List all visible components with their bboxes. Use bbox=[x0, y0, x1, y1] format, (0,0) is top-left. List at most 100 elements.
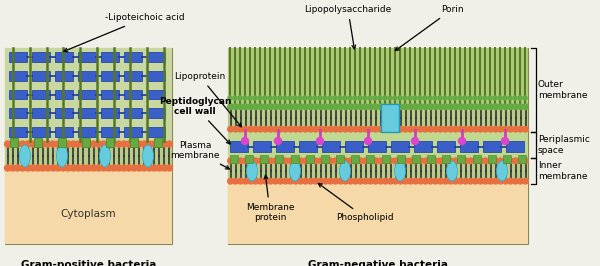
Circle shape bbox=[278, 126, 283, 132]
Bar bbox=[414, 141, 432, 152]
Circle shape bbox=[228, 178, 233, 184]
Circle shape bbox=[508, 178, 513, 184]
Bar bbox=[34, 138, 42, 147]
Circle shape bbox=[398, 158, 403, 164]
Bar bbox=[147, 71, 165, 81]
Circle shape bbox=[518, 96, 522, 100]
Bar bbox=[457, 155, 466, 163]
Circle shape bbox=[363, 96, 367, 100]
Circle shape bbox=[443, 126, 448, 132]
Circle shape bbox=[498, 158, 503, 164]
Circle shape bbox=[378, 158, 383, 164]
Bar bbox=[488, 155, 496, 163]
Text: Peptidoglycan
cell wall: Peptidoglycan cell wall bbox=[159, 97, 231, 144]
Circle shape bbox=[523, 158, 528, 164]
Circle shape bbox=[136, 165, 142, 171]
Circle shape bbox=[428, 126, 433, 132]
Ellipse shape bbox=[446, 161, 458, 181]
Circle shape bbox=[278, 104, 283, 110]
Circle shape bbox=[242, 158, 248, 164]
Text: Periplasmic
space: Periplasmic space bbox=[538, 135, 590, 155]
Circle shape bbox=[443, 178, 448, 184]
Circle shape bbox=[248, 104, 253, 110]
Bar bbox=[124, 52, 142, 62]
Circle shape bbox=[91, 141, 97, 147]
Circle shape bbox=[30, 141, 36, 147]
Circle shape bbox=[157, 165, 163, 171]
Circle shape bbox=[513, 96, 517, 100]
Circle shape bbox=[65, 165, 71, 171]
Circle shape bbox=[243, 96, 247, 100]
Circle shape bbox=[482, 126, 488, 132]
Circle shape bbox=[488, 178, 493, 184]
Circle shape bbox=[146, 165, 152, 171]
Circle shape bbox=[448, 158, 454, 164]
Circle shape bbox=[523, 104, 528, 110]
Circle shape bbox=[161, 141, 167, 147]
Circle shape bbox=[303, 178, 308, 184]
Circle shape bbox=[293, 126, 298, 132]
Circle shape bbox=[348, 126, 353, 132]
Circle shape bbox=[422, 178, 428, 184]
Bar bbox=[228, 48, 528, 244]
Circle shape bbox=[253, 96, 257, 100]
Circle shape bbox=[25, 165, 31, 171]
Bar bbox=[55, 90, 73, 99]
Circle shape bbox=[443, 104, 448, 110]
Circle shape bbox=[238, 96, 242, 100]
Ellipse shape bbox=[100, 145, 110, 167]
Bar bbox=[299, 141, 317, 152]
Bar bbox=[9, 127, 27, 136]
Circle shape bbox=[343, 126, 348, 132]
Circle shape bbox=[318, 178, 323, 184]
Circle shape bbox=[328, 126, 334, 132]
Bar bbox=[351, 155, 359, 163]
Circle shape bbox=[498, 96, 502, 100]
Circle shape bbox=[233, 126, 238, 132]
Circle shape bbox=[248, 96, 252, 100]
Ellipse shape bbox=[290, 161, 301, 181]
Circle shape bbox=[478, 126, 484, 132]
Circle shape bbox=[343, 178, 348, 184]
Bar bbox=[228, 48, 528, 104]
Bar bbox=[253, 141, 271, 152]
Circle shape bbox=[298, 126, 304, 132]
Circle shape bbox=[463, 178, 469, 184]
Circle shape bbox=[488, 104, 493, 110]
Circle shape bbox=[448, 96, 452, 100]
Circle shape bbox=[478, 104, 484, 110]
Circle shape bbox=[362, 178, 368, 184]
Circle shape bbox=[338, 96, 342, 100]
Text: Phospholipid: Phospholipid bbox=[319, 184, 394, 222]
Circle shape bbox=[233, 178, 238, 184]
Ellipse shape bbox=[56, 145, 67, 167]
Bar bbox=[124, 71, 142, 81]
Circle shape bbox=[141, 141, 147, 147]
Circle shape bbox=[438, 178, 443, 184]
Circle shape bbox=[263, 178, 268, 184]
Circle shape bbox=[498, 178, 503, 184]
Circle shape bbox=[14, 165, 20, 171]
Text: Gram-negative bacteria: Gram-negative bacteria bbox=[308, 260, 448, 266]
Circle shape bbox=[418, 104, 424, 110]
Circle shape bbox=[338, 104, 343, 110]
Circle shape bbox=[166, 141, 172, 147]
Circle shape bbox=[242, 104, 248, 110]
Circle shape bbox=[493, 178, 499, 184]
Circle shape bbox=[478, 178, 484, 184]
Circle shape bbox=[513, 104, 518, 110]
Circle shape bbox=[323, 96, 327, 100]
Circle shape bbox=[248, 158, 253, 164]
Circle shape bbox=[253, 178, 259, 184]
Text: Porin: Porin bbox=[395, 5, 463, 51]
Circle shape bbox=[428, 158, 433, 164]
Circle shape bbox=[478, 158, 484, 164]
Circle shape bbox=[458, 158, 463, 164]
Circle shape bbox=[473, 104, 478, 110]
Circle shape bbox=[258, 126, 263, 132]
Circle shape bbox=[378, 104, 383, 110]
Circle shape bbox=[166, 165, 172, 171]
Circle shape bbox=[318, 126, 323, 132]
Bar bbox=[5, 171, 172, 244]
Circle shape bbox=[258, 104, 263, 110]
